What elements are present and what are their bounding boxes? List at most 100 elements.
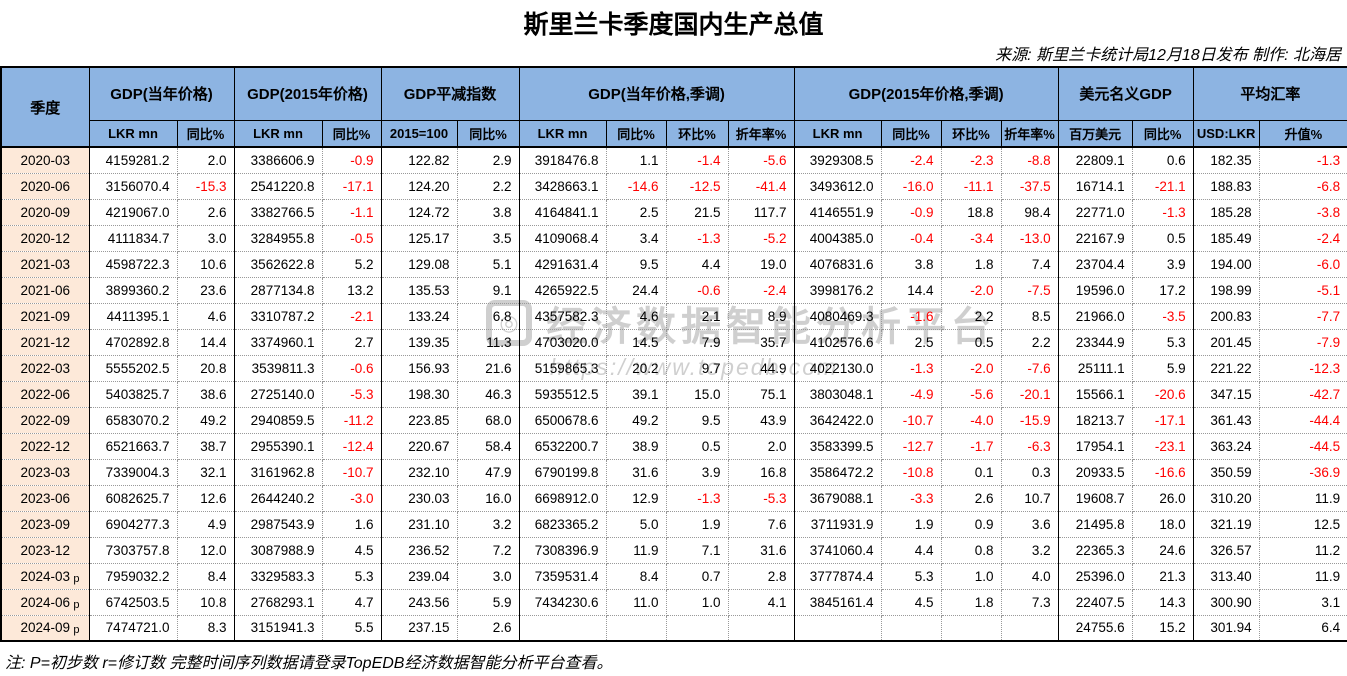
value-cell: 6.4 — [1258, 614, 1347, 642]
value-cell: 232.10 — [380, 458, 458, 486]
value-cell: 4080469.3 — [793, 302, 882, 330]
value-cell: 198.99 — [1192, 276, 1260, 304]
value-cell: 21.6 — [456, 354, 520, 382]
quarter-label: 2023-06 — [20, 490, 71, 506]
value-cell: 4.4 — [665, 250, 729, 278]
value-cell: 23704.4 — [1057, 250, 1133, 278]
value-cell: 4357582.3 — [518, 302, 607, 330]
value-cell — [880, 614, 942, 642]
value-cell: 9.1 — [456, 276, 520, 304]
value-cell: 5.1 — [456, 250, 520, 278]
value-cell: 1.9 — [880, 510, 942, 538]
unit-header: 折年率% — [727, 119, 795, 148]
value-cell: 13.2 — [321, 276, 382, 304]
value-cell: 12.0 — [176, 536, 235, 564]
unit-header: 同比% — [456, 119, 520, 148]
value-cell: -1.3 — [1258, 146, 1347, 174]
value-cell: -0.4 — [880, 224, 942, 252]
value-cell: 201.45 — [1192, 328, 1260, 356]
value-cell: 363.24 — [1192, 432, 1260, 460]
value-cell: -2.0 — [940, 354, 1002, 382]
value-cell: 3803048.1 — [793, 380, 882, 408]
value-cell: 2.6 — [176, 198, 235, 226]
value-cell: 4022130.0 — [793, 354, 882, 382]
value-cell: 0.5 — [940, 328, 1002, 356]
quarter-cell: 2024-09 p — [0, 614, 90, 642]
value-cell: 6742503.5 — [88, 588, 178, 616]
value-cell: 19.0 — [727, 250, 795, 278]
value-cell: -12.7 — [880, 432, 942, 460]
column-group-header: GDP平减指数 — [380, 66, 520, 121]
value-cell: 0.6 — [1131, 146, 1194, 174]
value-cell: 6082625.7 — [88, 484, 178, 512]
unit-header: LKR mn — [233, 119, 323, 148]
unit-header: 同比% — [321, 119, 382, 148]
value-cell: 31.6 — [727, 536, 795, 564]
value-cell: 15.0 — [665, 380, 729, 408]
column-group-header: GDP(当年价格) — [88, 66, 235, 121]
value-cell: 5.9 — [1131, 354, 1194, 382]
quarter-cell: 2023-06 — [0, 484, 90, 512]
quarter-label: 2020-03 — [20, 152, 71, 168]
quarter-cell: 2020-09 — [0, 198, 90, 226]
column-group-header: 美元名义GDP — [1057, 66, 1194, 121]
value-cell: 3741060.4 — [793, 536, 882, 564]
value-cell: 14.5 — [605, 328, 667, 356]
table-row: 2022-09 6583070.2 49.2 2940859.5 -11.2 223.85… — [0, 406, 1347, 434]
value-cell: 7474721.0 — [88, 614, 178, 642]
value-cell: 243.56 — [380, 588, 458, 616]
value-cell: 12.9 — [605, 484, 667, 512]
value-cell: -11.2 — [321, 406, 382, 434]
column-group-header: GDP(2015年价格,季调) — [793, 66, 1059, 121]
value-cell: 49.2 — [176, 406, 235, 434]
value-cell: -5.2 — [727, 224, 795, 252]
value-cell: -17.1 — [321, 172, 382, 200]
value-cell: 8.4 — [176, 562, 235, 590]
value-cell: 3382766.5 — [233, 198, 323, 226]
value-cell: 7303757.8 — [88, 536, 178, 564]
unit-header: 2015=100 — [380, 119, 458, 148]
value-cell: 4109068.4 — [518, 224, 607, 252]
value-cell: 10.8 — [176, 588, 235, 616]
value-cell: 21.5 — [665, 198, 729, 226]
value-cell: 19608.7 — [1057, 484, 1133, 512]
value-cell: -16.0 — [880, 172, 942, 200]
table-row: 2021-09 4411395.1 4.6 3310787.2 -2.1 133.24 6.… — [0, 302, 1347, 330]
value-cell: 68.0 — [456, 406, 520, 434]
value-cell: 5.0 — [605, 510, 667, 538]
value-cell: 2.2 — [1000, 328, 1059, 356]
value-cell: 0.3 — [1000, 458, 1059, 486]
value-cell: 17954.1 — [1057, 432, 1133, 460]
value-cell: 3374960.1 — [233, 328, 323, 356]
value-cell: -7.7 — [1258, 302, 1347, 330]
unit-header: LKR mn — [88, 119, 178, 148]
value-cell: 301.94 — [1192, 614, 1260, 642]
value-cell: 230.03 — [380, 484, 458, 512]
value-cell: 2.6 — [456, 614, 520, 642]
value-cell: 15.2 — [1131, 614, 1194, 642]
value-cell: 0.5 — [1131, 224, 1194, 252]
value-cell: 1.0 — [665, 588, 729, 616]
value-cell: 11.9 — [1258, 562, 1347, 590]
unit-header: 环比% — [665, 119, 729, 148]
value-cell: 3.8 — [880, 250, 942, 278]
table-row: 2022-12 6521663.7 38.7 2955390.1 -12.4 220.67… — [0, 432, 1347, 460]
quarter-cell: 2020-12 — [0, 224, 90, 252]
value-cell: 22365.3 — [1057, 536, 1133, 564]
value-cell: 24755.6 — [1057, 614, 1133, 642]
value-cell: 25111.1 — [1057, 354, 1133, 382]
table-row: 2021-12 4702892.8 14.4 3374960.1 2.7 139.35 11… — [0, 328, 1347, 356]
value-cell: 6904277.3 — [88, 510, 178, 538]
gdp-table: 季度 GDP(当年价格) GDP(2015年价格) GDP平减指数 GDP(当年价格,… — [0, 66, 1347, 642]
value-cell: 20933.5 — [1057, 458, 1133, 486]
quarter-cell: 2020-03 — [0, 146, 90, 174]
value-cell: 32.1 — [176, 458, 235, 486]
value-cell — [940, 614, 1002, 642]
value-cell: -0.6 — [665, 276, 729, 304]
value-cell: 16714.1 — [1057, 172, 1133, 200]
value-cell: 188.83 — [1192, 172, 1260, 200]
unit-header: 百万美元 — [1057, 119, 1133, 148]
value-cell: -5.3 — [321, 380, 382, 408]
table-row: 2023-03 7339004.3 32.1 3161962.8 -10.7 232.10… — [0, 458, 1347, 486]
value-cell: 3899360.2 — [88, 276, 178, 304]
